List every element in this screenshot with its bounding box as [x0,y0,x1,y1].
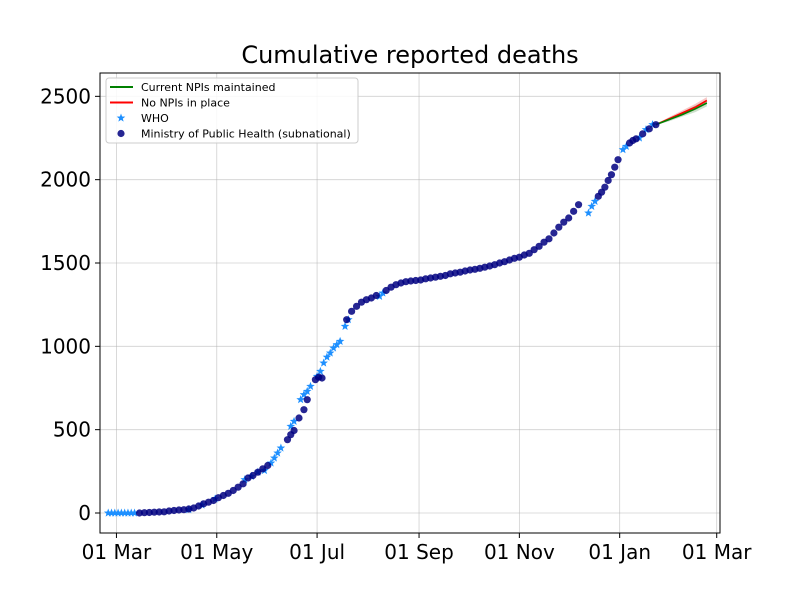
legend-box [105,77,359,144]
data-points [103,120,660,517]
who-point [621,141,631,150]
ministry-point [574,201,583,209]
ministry-point [607,171,616,179]
who-point [590,196,600,205]
ministry-point [239,480,247,488]
ministry-point [348,307,356,315]
who-point [120,508,129,517]
legend-label: WHO [141,112,169,125]
who-point [107,508,116,517]
plot-frame [99,72,721,534]
x-tick-label: 01 Nov [484,540,555,564]
who-point [276,443,286,452]
who-point [329,343,338,352]
ministry-point [264,461,272,470]
who-point [130,508,139,517]
ministry-point [352,302,361,310]
x-tick-label: 01 Jul [289,540,345,564]
y-tick-label: 2500 [40,84,91,108]
who-point [117,508,126,517]
y-tick-label: 500 [53,418,91,442]
series-line [655,102,708,126]
ministry-point [318,374,326,382]
ministry-point [645,125,653,133]
ministry-point [290,426,298,435]
legend: Current NPIs maintained No NPIs in place W… [105,77,359,144]
who-point [332,340,342,349]
ministry-point [614,156,622,164]
who-point [584,208,593,217]
x-tick-label: 01 May [180,540,253,564]
who-point [270,453,279,462]
y-axis: 0 500 1000 1500 2000 2500 [40,84,100,525]
ministry-point [343,316,351,324]
chart-title: Cumulative reported deaths [241,41,578,69]
who-point [302,386,312,395]
legend-label: No NPIs in place [141,97,230,110]
ministry-point [525,249,533,257]
who-point [126,508,136,517]
ministry-point [535,242,543,250]
x-axis: 01 Mar 01 May 01 Jul 01 Sep 01 Nov 01 Jan 01 M… [82,533,752,564]
who-point [322,352,332,361]
y-tick-label: 1500 [40,251,91,275]
who-point [286,421,296,430]
who-point [103,508,113,517]
who-point [316,366,325,375]
x-tick-label: 01 Sep [384,540,454,564]
who-point [319,358,328,367]
y-tick-label: 1000 [40,334,91,358]
y-tick-label: 2000 [40,168,91,192]
who-point [618,145,628,154]
ministry-point [555,223,563,231]
legend-label: Current NPIs maintained [141,81,275,94]
who-point [299,390,309,399]
ministry-point [550,229,558,237]
who-point [123,508,133,517]
ministry-point [545,235,553,243]
ministry-point [303,396,311,404]
legend-star-swatch [116,113,126,122]
who-point [113,508,123,517]
ministry-point [570,207,578,215]
ministry-point [652,121,660,129]
forecast-band [655,97,707,125]
who-point [273,448,282,457]
who-point [306,381,315,390]
who-point [340,321,350,330]
who-point [378,288,388,297]
y-tick-label: 0 [78,501,91,525]
ministry-point [632,135,640,143]
x-tick-label: 01 Jan [588,540,651,564]
who-point [266,458,276,467]
who-point [325,348,335,357]
ministry-point [639,130,647,138]
ministry-point [300,406,308,414]
ministry-point [565,214,573,222]
ministry-point [604,176,612,185]
ministry-point [295,414,303,422]
ministry-point [601,183,609,191]
ministry-point [611,163,619,171]
grid-lines [100,73,720,533]
who-point [289,416,299,425]
x-tick-label: 01 Mar [82,540,152,564]
ministry-point [560,218,568,226]
legend-label: Ministry of Public Health (subnational) [141,128,351,141]
ministry-point [372,291,380,300]
who-point [587,201,596,210]
legend-circle-swatch [117,129,125,138]
who-point [296,395,305,404]
x-tick-label: 01 Mar [682,540,752,564]
forecast-lines [655,99,708,126]
who-point [335,336,345,345]
who-point [110,508,120,517]
